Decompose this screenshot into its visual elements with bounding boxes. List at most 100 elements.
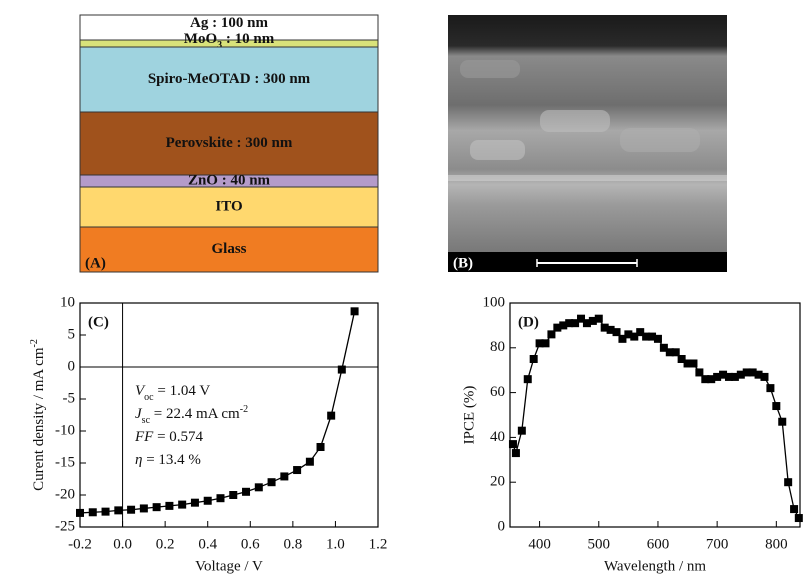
data-point bbox=[559, 321, 568, 330]
data-point bbox=[636, 328, 645, 337]
layer-label: ZnO : 40 nm bbox=[188, 172, 271, 188]
x-tick-label: 400 bbox=[528, 536, 551, 552]
x-tick-label: 600 bbox=[647, 536, 670, 552]
data-point bbox=[754, 370, 763, 379]
data-point bbox=[612, 328, 621, 337]
data-point bbox=[267, 478, 276, 487]
layer-label: Glass bbox=[211, 241, 246, 257]
data-point bbox=[648, 332, 657, 341]
data-point bbox=[778, 417, 787, 426]
y-tick-label: -15 bbox=[55, 454, 75, 470]
data-point bbox=[683, 359, 692, 368]
data-point bbox=[594, 314, 603, 323]
data-point bbox=[101, 507, 110, 516]
y-tick-label: 0 bbox=[68, 358, 76, 374]
data-point bbox=[760, 372, 769, 381]
data-point bbox=[547, 330, 556, 339]
y-tick-label: 10 bbox=[60, 294, 75, 310]
text-part: sc bbox=[142, 415, 151, 426]
data-point bbox=[203, 496, 212, 505]
data-point bbox=[794, 514, 803, 523]
y-tick-label: -20 bbox=[55, 486, 75, 502]
data-point bbox=[280, 472, 289, 481]
x-tick-label: 0.0 bbox=[113, 536, 132, 552]
data-point bbox=[305, 457, 314, 466]
data-point bbox=[748, 368, 757, 377]
data-point bbox=[618, 334, 627, 343]
grain bbox=[470, 140, 525, 160]
x-tick-label: 800 bbox=[765, 536, 788, 552]
data-point bbox=[600, 323, 609, 332]
data-point bbox=[588, 316, 597, 325]
data-point bbox=[127, 505, 136, 514]
layer-label: ITO bbox=[215, 198, 242, 214]
text-part: = 0.574 bbox=[153, 429, 203, 445]
data-point bbox=[689, 359, 698, 368]
data-point bbox=[293, 466, 302, 475]
data-point bbox=[216, 494, 225, 503]
data-point bbox=[165, 501, 174, 510]
plot-frame bbox=[509, 302, 801, 528]
annotation: Jsc = 22.4 mA cm-2 bbox=[135, 404, 248, 426]
text-part: = 13.4 % bbox=[142, 452, 200, 468]
layer-label: MoO3 : 10 nm bbox=[184, 31, 275, 50]
data-point bbox=[772, 402, 781, 411]
x-tick-label: 700 bbox=[706, 536, 729, 552]
data-point bbox=[577, 314, 586, 323]
data-point bbox=[508, 440, 517, 449]
x-tick-label: 0.6 bbox=[241, 536, 260, 552]
data-point bbox=[337, 365, 346, 374]
panel-label: (A) bbox=[85, 255, 106, 271]
text-part: -2 bbox=[240, 404, 248, 415]
data-point bbox=[624, 330, 633, 339]
data-point bbox=[695, 368, 704, 377]
data-point bbox=[541, 339, 550, 348]
layer-label: Spiro-MeOTAD : 300 nm bbox=[148, 71, 311, 87]
y-tick-label: 20 bbox=[490, 474, 505, 490]
data-point bbox=[707, 375, 716, 384]
text-part: 3 bbox=[217, 40, 222, 51]
x-axis-label: Voltage / V bbox=[195, 558, 263, 574]
layer bbox=[79, 46, 379, 113]
data-point bbox=[565, 319, 574, 328]
data-point bbox=[152, 503, 161, 512]
layer-label: Ag : 100 nm bbox=[190, 15, 268, 31]
grain bbox=[460, 60, 520, 78]
text-part: FF bbox=[134, 429, 154, 445]
annotation: FF = 0.574 bbox=[134, 429, 204, 445]
data-point bbox=[190, 498, 199, 507]
data-point bbox=[529, 355, 538, 363]
data-point bbox=[178, 500, 187, 509]
data-point bbox=[88, 508, 97, 517]
data-point bbox=[114, 506, 123, 515]
data-point bbox=[316, 443, 325, 451]
text-part: = 22.4 mA cm bbox=[150, 406, 240, 422]
text-part: = 1.04 V bbox=[154, 383, 211, 399]
data-point bbox=[630, 332, 639, 341]
data-point bbox=[76, 508, 84, 517]
data-point bbox=[677, 355, 686, 363]
x-axis-label: Wavelength / nm bbox=[604, 558, 706, 574]
data-point bbox=[327, 411, 336, 420]
data-point bbox=[229, 491, 238, 499]
text-part: Curent density / mA cm bbox=[31, 347, 47, 491]
x-tick-label: 1.2 bbox=[369, 536, 388, 552]
data-point bbox=[790, 505, 799, 514]
layer bbox=[79, 14, 379, 41]
data-point bbox=[665, 348, 674, 357]
x-tick-label: -0.2 bbox=[68, 536, 92, 552]
y-tick-label: -5 bbox=[63, 390, 76, 406]
layer-label: Perovskite : 300 nm bbox=[166, 135, 293, 151]
data-point bbox=[713, 372, 722, 381]
y-axis-label: Curent density / mA cm-2 bbox=[29, 339, 48, 491]
annotation: η = 13.4 % bbox=[135, 452, 201, 468]
y-tick-label: 0 bbox=[498, 518, 506, 534]
data-point bbox=[742, 368, 751, 377]
data-point bbox=[642, 332, 651, 341]
x-tick-label: 0.2 bbox=[156, 536, 175, 552]
panel-label: (D) bbox=[518, 314, 539, 330]
data-point bbox=[523, 375, 532, 384]
x-tick-label: 1.0 bbox=[326, 536, 345, 552]
y-tick-label: 5 bbox=[68, 326, 76, 342]
panel-label: (C) bbox=[88, 314, 109, 330]
